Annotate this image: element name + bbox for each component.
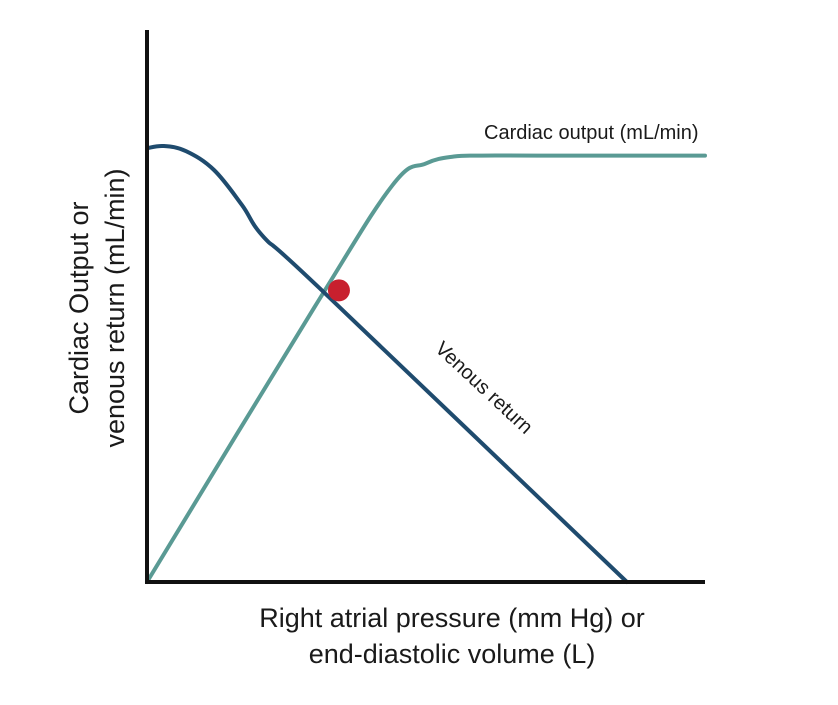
cardiac-output-series-label: Cardiac output (mL/min) [484, 122, 699, 144]
axes-layer [145, 30, 705, 584]
y-axis-label-line: Cardiac Output or [64, 201, 94, 414]
x-axis-label: Right atrial pressure (mm Hg) or end-dias… [259, 603, 645, 669]
labels-layer: Cardiac output (mL/min) Venous return Righ… [64, 122, 699, 669]
x-axis-label-line: Right atrial pressure (mm Hg) or [259, 603, 645, 633]
curves-layer [145, 143, 707, 584]
x-axis-label-line: end-diastolic volume (L) [309, 639, 596, 669]
equilibrium-point [327, 279, 350, 302]
venous-return-curve [145, 143, 629, 584]
venous-return-series-label: Venous return [431, 338, 537, 439]
cardiac-output-curve [145, 153, 707, 584]
y-axis-label: Cardiac Output or venous return (mL/min) [64, 168, 130, 447]
y-axis-label-line: venous return (mL/min) [100, 168, 130, 447]
